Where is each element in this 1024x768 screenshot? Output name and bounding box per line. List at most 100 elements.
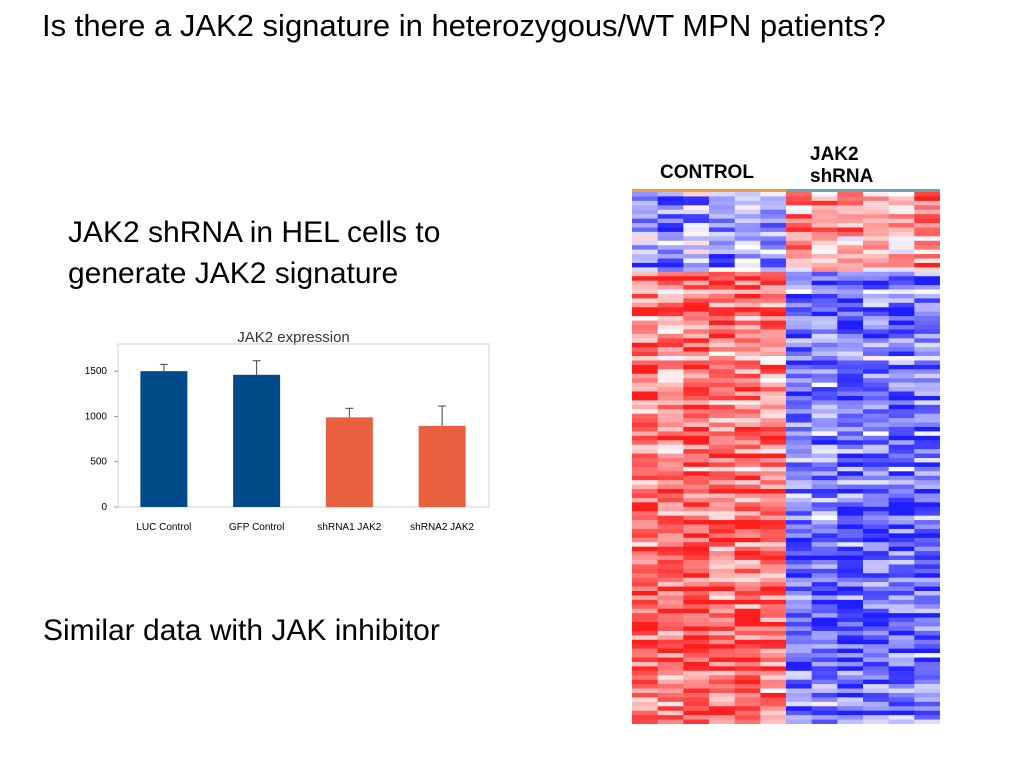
heatmap-cell xyxy=(760,342,787,348)
heatmap-cell xyxy=(914,302,940,308)
heatmap-cell xyxy=(888,577,915,583)
heatmap-cell xyxy=(811,506,838,512)
heatmap-cell xyxy=(760,613,787,618)
heatmap-cell xyxy=(683,298,710,304)
heatmap-cell xyxy=(734,378,761,384)
heatmap-cell xyxy=(709,458,736,463)
heatmap-cell xyxy=(837,373,864,379)
heatmap-cell xyxy=(632,497,659,503)
heatmap-cell xyxy=(760,426,787,432)
heatmap-cell xyxy=(837,325,864,330)
heatmap-cell xyxy=(811,684,838,689)
heatmap-cell xyxy=(760,271,787,277)
heatmap-cell xyxy=(786,356,813,361)
heatmap-cell xyxy=(888,356,915,361)
heatmap-cell xyxy=(786,493,813,499)
heatmap-cell xyxy=(863,559,890,565)
heatmap-cell xyxy=(863,223,890,228)
heatmap-cell xyxy=(888,258,915,264)
heatmap-cell xyxy=(811,196,838,202)
heatmap-cell xyxy=(837,267,864,273)
heatmap-cell xyxy=(760,231,787,237)
heatmap-cell xyxy=(863,489,890,494)
heatmap-cell xyxy=(863,524,890,530)
heatmap-cell xyxy=(657,435,684,441)
heatmap-cell xyxy=(914,564,940,570)
heatmap-cell xyxy=(683,692,710,698)
heatmap-cell xyxy=(657,644,684,650)
heatmap-cell xyxy=(914,426,940,432)
heatmap-cell xyxy=(811,356,838,361)
heatmap-cell xyxy=(734,568,761,574)
heatmap-cell xyxy=(760,453,787,459)
heatmap-cell xyxy=(888,435,915,441)
heatmap-cell xyxy=(811,626,838,632)
heatmap-cell xyxy=(734,231,761,237)
heatmap-cell xyxy=(888,293,915,299)
heatmap-cell xyxy=(811,591,838,596)
heatmap-cell xyxy=(657,440,684,446)
heatmap-cell xyxy=(734,630,761,636)
heatmap-cell xyxy=(709,622,736,627)
heatmap-cell xyxy=(811,360,838,366)
heatmap-cell xyxy=(709,325,736,330)
heatmap-cell xyxy=(683,192,710,197)
heatmap-cell xyxy=(914,258,940,264)
heatmap-cell xyxy=(632,347,659,352)
heatmap-cell xyxy=(709,551,736,556)
heatmap-cell xyxy=(914,413,940,419)
heatmap-cell xyxy=(786,515,813,521)
heatmap-cell xyxy=(657,692,684,698)
heatmap-cell xyxy=(888,591,915,596)
heatmap-cell xyxy=(657,302,684,308)
heatmap-cell xyxy=(837,342,864,348)
heatmap-cell xyxy=(632,192,659,197)
heatmap-cell xyxy=(657,715,684,720)
heatmap-cell xyxy=(837,586,864,592)
heatmap-cell xyxy=(683,542,710,548)
heatmap-cell xyxy=(734,329,761,335)
heatmap-cell xyxy=(811,653,838,658)
heatmap-cell xyxy=(888,559,915,565)
heatmap-cell xyxy=(888,205,915,211)
heatmap-cell xyxy=(888,564,915,570)
heatmap-cell xyxy=(760,302,787,308)
heatmap-cell xyxy=(683,617,710,623)
heatmap-cell xyxy=(632,342,659,348)
heatmap-cell xyxy=(657,289,684,295)
heatmap-cell xyxy=(888,382,915,388)
heatmap-cell xyxy=(657,604,684,610)
heatmap-cell xyxy=(837,258,864,264)
heatmap-cell xyxy=(786,644,813,650)
heatmap-cell xyxy=(657,373,684,379)
heatmap-cell xyxy=(863,400,890,406)
heatmap-cell xyxy=(760,404,787,410)
heatmap-cell xyxy=(657,387,684,392)
heatmap-cell xyxy=(632,648,659,654)
heatmap-cell xyxy=(709,661,736,667)
heatmap-cell xyxy=(888,542,915,548)
heatmap-cell xyxy=(786,675,813,681)
heatmap-cell xyxy=(837,462,864,468)
heatmap-cell xyxy=(632,391,659,397)
heatmap-cell xyxy=(811,276,838,282)
heatmap-cell xyxy=(760,648,787,654)
heatmap-cell xyxy=(734,591,761,596)
heatmap-cell xyxy=(657,351,684,357)
heatmap-cell xyxy=(811,524,838,530)
heatmap-cell xyxy=(863,285,890,290)
heatmap-cell xyxy=(837,351,864,357)
heatmap-cell xyxy=(837,426,864,432)
heatmap-cell xyxy=(863,271,890,277)
heatmap-cell xyxy=(811,644,838,650)
heatmap-cell xyxy=(632,435,659,441)
heatmap-cell xyxy=(837,404,864,410)
heatmap-cell xyxy=(760,466,787,472)
heatmap-cell xyxy=(888,271,915,277)
heatmap-cell xyxy=(657,196,684,202)
heatmap-cell xyxy=(632,697,659,703)
heatmap-cell xyxy=(837,409,864,415)
heatmap-cell xyxy=(709,679,736,685)
heatmap-cell xyxy=(734,524,761,530)
heatmap-cell xyxy=(811,205,838,211)
